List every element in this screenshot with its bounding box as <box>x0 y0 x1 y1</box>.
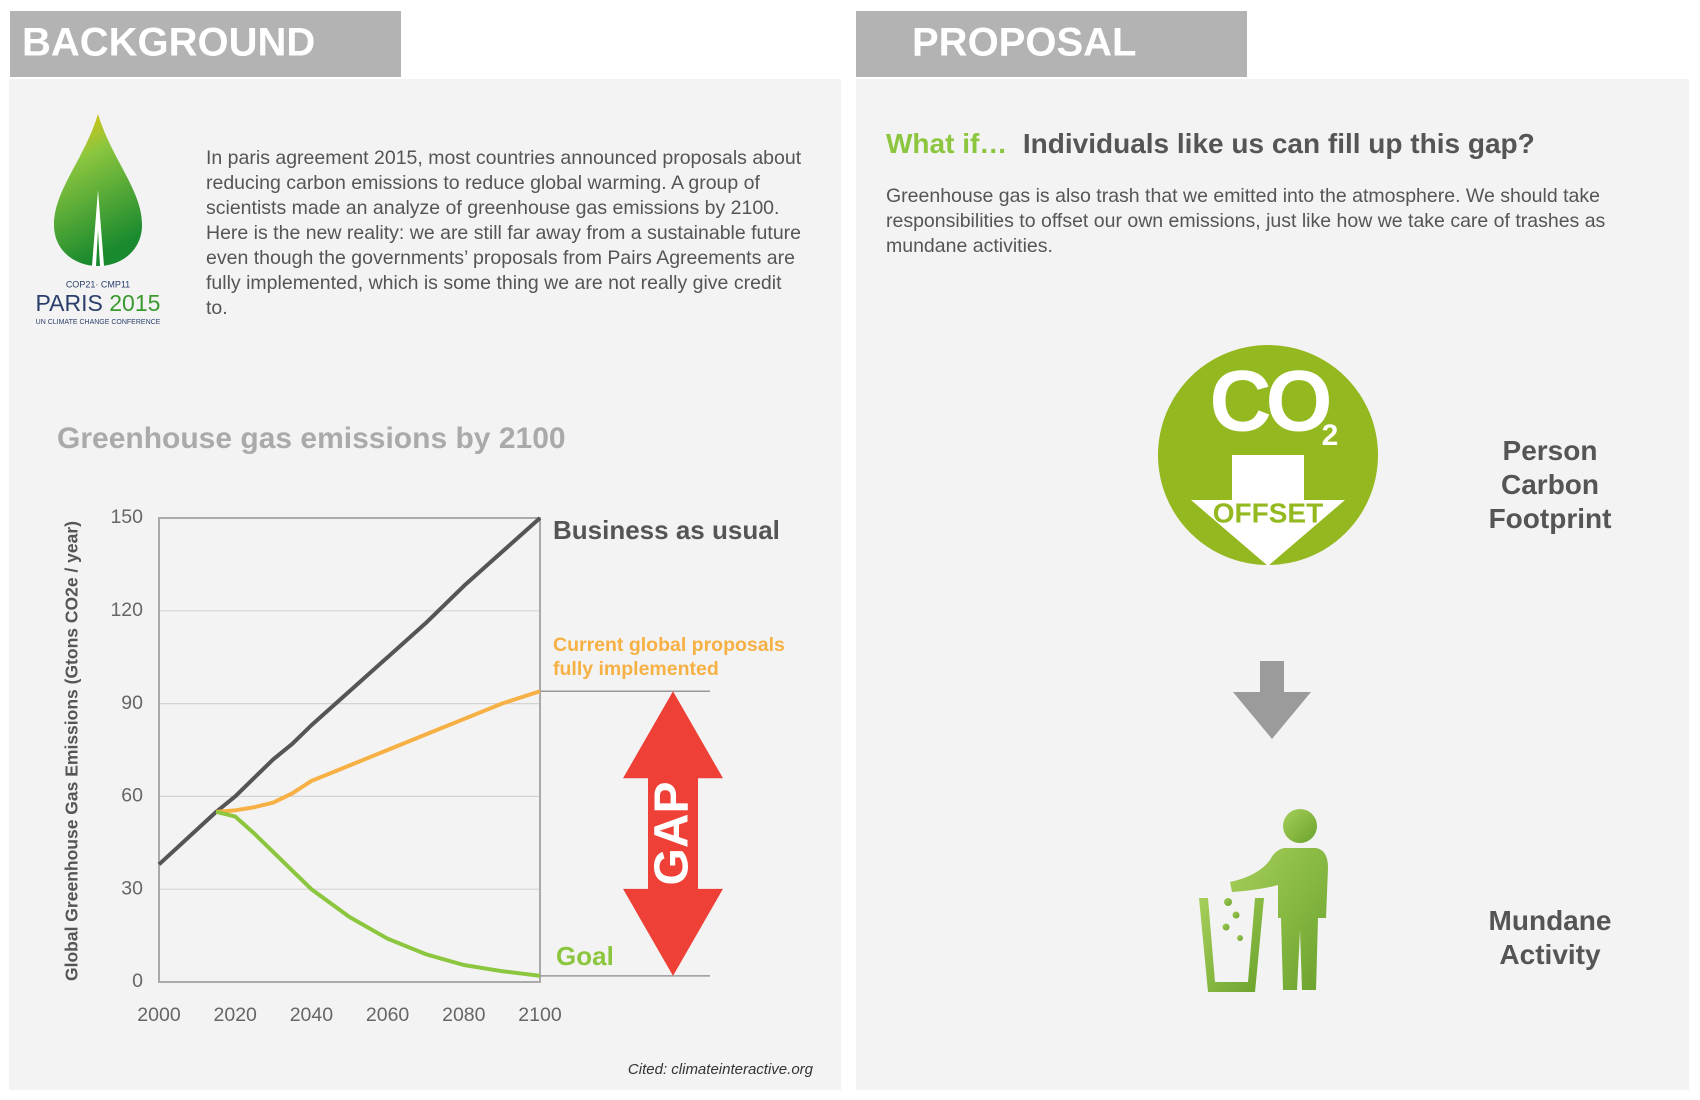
y-tick-label: 150 <box>110 506 143 528</box>
x-tick-label: 2100 <box>518 1004 562 1026</box>
x-tick-label: 2060 <box>366 1004 410 1026</box>
x-tick-label: 2020 <box>214 1004 258 1026</box>
x-tick-label: 2040 <box>290 1004 334 1026</box>
y-tick-label: 0 <box>132 970 143 992</box>
series-label: Goal <box>556 940 614 971</box>
series-line <box>215 809 541 978</box>
header: BACKGROUND <box>22 21 315 65</box>
y-axis-label: Global Greenhouse Gas Emissions (Gtons C… <box>62 521 82 981</box>
logo-year: 2015 <box>109 290 160 316</box>
y-tick-label: 90 <box>121 692 143 714</box>
plot-frame <box>158 517 541 983</box>
chart-title: Greenhouse gas emissions by 2100 <box>57 422 566 455</box>
question: Individuals like us can fill up this gap… <box>1022 128 1535 159</box>
offset-arrow <box>1191 455 1345 566</box>
series-line <box>215 689 541 814</box>
co2-text: CO <box>1210 354 1330 450</box>
proposal-heading: What if… Individuals like us can fill up… <box>886 128 1535 160</box>
tab <box>10 11 401 77</box>
header: PROPOSAL <box>912 21 1136 65</box>
gap-label: GAP <box>646 782 699 886</box>
step-label: Mundane Activity <box>1488 905 1612 970</box>
logo-text: PARIS 2015 <box>36 290 161 316</box>
trash-icon <box>1199 809 1328 992</box>
series-label: Business as usual <box>553 515 780 545</box>
logo-text: UN CLIMATE CHANGE CONFERENCE <box>36 319 161 326</box>
offset-text: OFFSET <box>1213 497 1323 528</box>
chart: 0 30 60 90 120 150 2000 2020 2040 2060 2080 2100 GAP <box>110 506 723 1026</box>
co2-sub: 2 <box>1322 419 1339 452</box>
step-label: Person Carbon Footprint <box>1488 435 1612 534</box>
step-arrow <box>1233 661 1311 739</box>
y-tick-label: 120 <box>110 599 143 621</box>
logo-text: COP21· CMP11 <box>66 279 130 289</box>
background-text: In paris agreement 2015, most countries … <box>206 147 802 319</box>
right-panel <box>856 79 1689 1090</box>
y-tick-label: 30 <box>121 877 143 899</box>
proposal-text: Greenhouse gas is also trash that we emi… <box>886 185 1606 257</box>
logo-city: PARIS <box>36 290 103 316</box>
x-tick-label: 2000 <box>137 1004 181 1026</box>
x-tick-label: 2080 <box>442 1004 486 1026</box>
logo-tower <box>92 190 104 266</box>
source: Cited: climateinteractive.org <box>628 1061 814 1078</box>
series-label: Current global proposals fully implement… <box>553 634 785 680</box>
y-tick-label: 60 <box>121 785 143 807</box>
gap-arrow <box>623 691 723 976</box>
lead: What if… <box>886 128 1008 159</box>
tab <box>856 11 1247 77</box>
series-line <box>157 516 542 866</box>
